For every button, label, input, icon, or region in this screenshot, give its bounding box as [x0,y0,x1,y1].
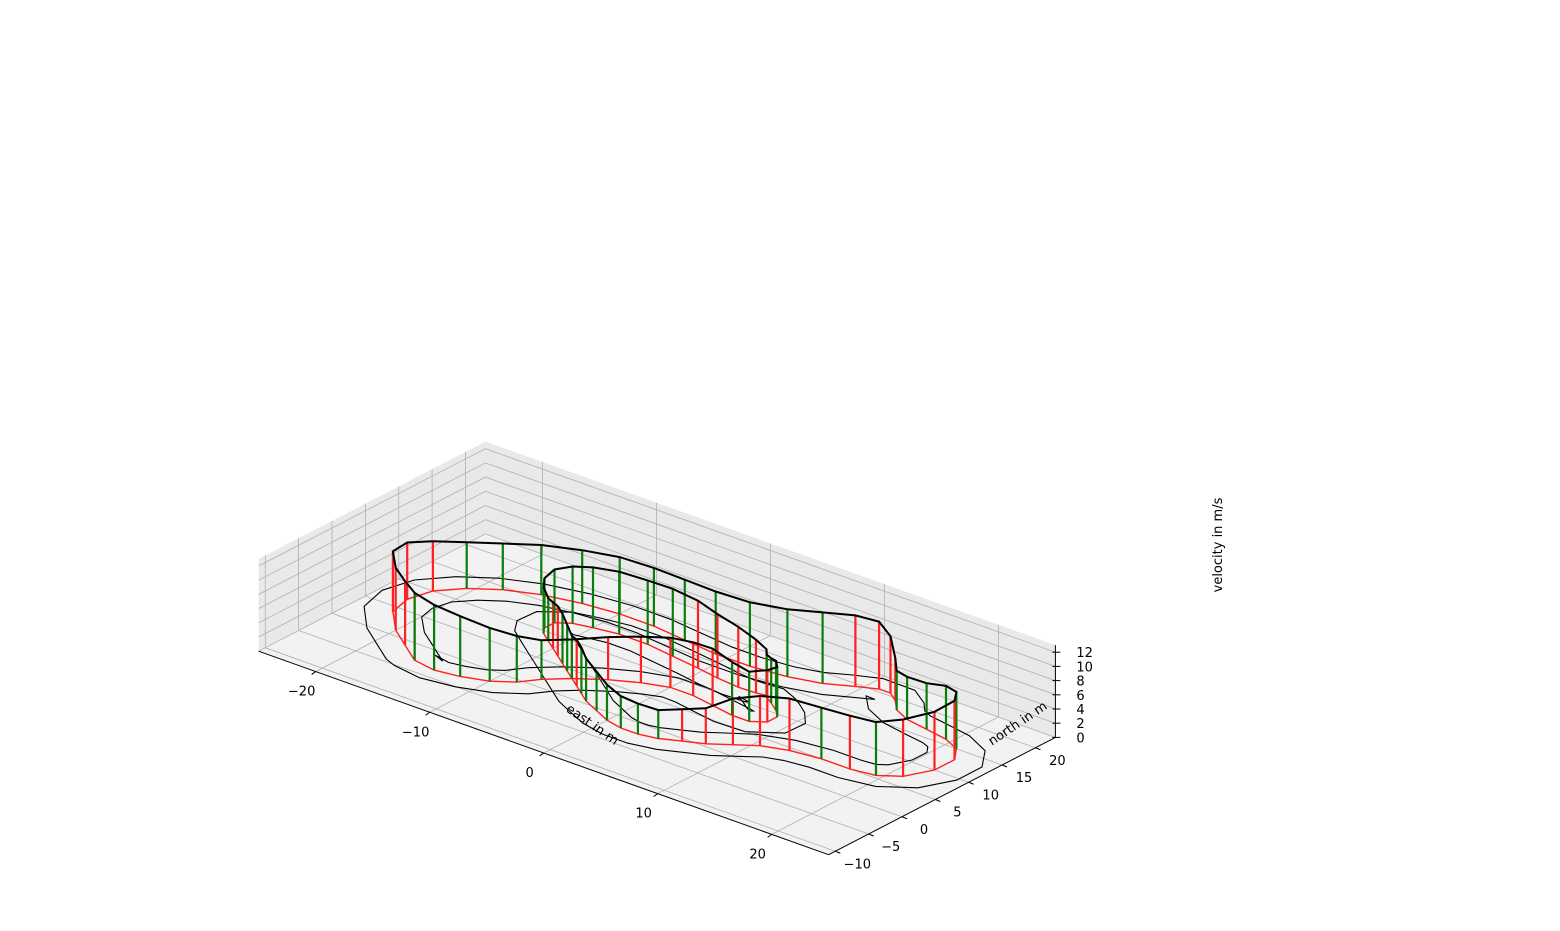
x-tick-label: 20 [749,847,766,862]
y-tick-label: 0 [920,823,928,838]
z-tick-label: 6 [1076,689,1084,704]
y-tick [901,816,908,820]
y-tick [835,850,841,854]
data-traces [363,540,986,789]
x-tick [653,793,658,798]
z-tick-label: 2 [1076,717,1084,732]
z-tick-label: 4 [1076,703,1084,718]
z-axis-label: velocity in m/s [1211,497,1226,592]
z-tick-label: 10 [1076,660,1093,675]
y-tick [1001,764,1008,768]
grid-line-z [258,505,1056,710]
y-tick [868,833,874,837]
y-tick-label: 10 [982,788,999,803]
x-tick [767,833,772,838]
x-tick-label: −20 [288,685,315,700]
y-tick-label: −5 [881,840,900,855]
y-tick-label: 20 [1049,754,1066,769]
y-tick-label: 15 [1016,771,1033,786]
z-tick-label: 8 [1076,675,1084,690]
y-axis-line [828,736,1056,856]
track-outer-border [421,599,929,766]
x-tick-label: −10 [402,725,429,740]
grid-line-z [258,462,1056,667]
y-tick [935,799,941,802]
velocity-profile-line [391,540,958,724]
y-tick-label: −10 [844,857,871,872]
y-tick-label: 5 [953,806,961,821]
x-tick-label: 0 [525,766,533,781]
y-tick [968,781,974,785]
west-wall-pane [258,441,486,652]
z-tick-label: 12 [1076,646,1093,661]
z-tick-label: 0 [1076,731,1084,746]
x-tick-label: 10 [635,807,652,822]
y-tick [1035,747,1041,751]
x-tick [425,711,430,716]
x-tick [311,671,316,675]
grid-line-z [258,476,1056,681]
x-tick [539,752,544,757]
track-inner-border [363,576,986,789]
grid-line-z [258,490,1056,696]
grid-line-z [258,519,1056,724]
grid-line-z [258,448,1056,653]
grid-line-z [258,533,1056,738]
